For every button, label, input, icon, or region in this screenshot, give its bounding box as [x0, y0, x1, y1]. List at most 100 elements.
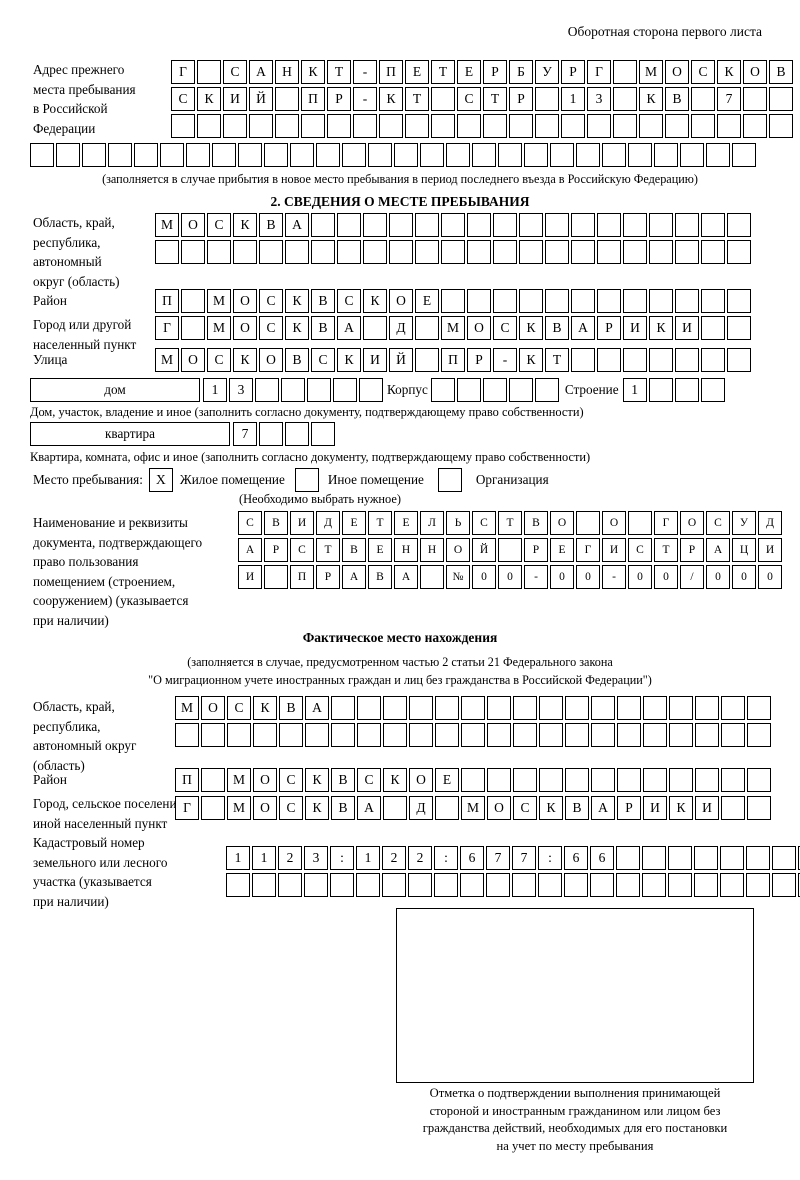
char-cell[interactable] — [727, 289, 751, 313]
char-cell[interactable]: А — [571, 316, 595, 340]
char-cell[interactable]: Р — [524, 538, 548, 562]
char-cell[interactable] — [356, 873, 380, 897]
char-cell[interactable] — [337, 213, 361, 237]
char-cell[interactable]: К — [669, 796, 693, 820]
char-cell[interactable]: К — [539, 796, 563, 820]
char-cell[interactable]: О — [665, 60, 689, 84]
char-cell[interactable] — [571, 240, 595, 264]
char-cell[interactable]: К — [519, 316, 543, 340]
char-cell[interactable] — [623, 240, 647, 264]
char-cell[interactable]: Т — [431, 60, 455, 84]
char-cell[interactable] — [181, 240, 205, 264]
char-cell[interactable]: О — [467, 316, 491, 340]
char-cell[interactable] — [461, 696, 485, 720]
char-cell[interactable]: С — [311, 348, 335, 372]
prev-address-row-3[interactable] — [171, 114, 793, 138]
char-cell[interactable] — [56, 143, 80, 167]
char-cell[interactable]: А — [238, 538, 262, 562]
char-cell[interactable]: В — [342, 538, 366, 562]
char-cell[interactable] — [695, 768, 719, 792]
char-cell[interactable] — [160, 143, 184, 167]
char-cell[interactable] — [498, 143, 522, 167]
char-cell[interactable] — [363, 213, 387, 237]
char-cell[interactable]: О — [201, 696, 225, 720]
char-cell[interactable] — [720, 846, 744, 870]
flat-cells[interactable]: 7 — [233, 422, 335, 446]
char-cell[interactable]: В — [565, 796, 589, 820]
char-cell[interactable] — [252, 873, 276, 897]
char-cell[interactable]: К — [285, 289, 309, 313]
char-cell[interactable]: В — [524, 511, 548, 535]
char-cell[interactable] — [545, 289, 569, 313]
char-cell[interactable] — [587, 114, 611, 138]
char-cell[interactable] — [747, 768, 771, 792]
char-cell[interactable]: 7 — [233, 422, 257, 446]
stamp-box[interactable] — [396, 908, 754, 1083]
char-cell[interactable] — [669, 696, 693, 720]
char-cell[interactable] — [538, 873, 562, 897]
char-cell[interactable]: В — [285, 348, 309, 372]
char-cell[interactable] — [435, 723, 459, 747]
char-cell[interactable]: Ц — [732, 538, 756, 562]
char-cell[interactable]: Д — [316, 511, 340, 535]
char-cell[interactable]: Т — [483, 87, 507, 111]
char-cell[interactable] — [460, 873, 484, 897]
char-cell[interactable] — [628, 143, 652, 167]
char-cell[interactable] — [482, 378, 507, 402]
char-cell[interactable]: Г — [155, 316, 179, 340]
char-cell[interactable] — [591, 768, 615, 792]
char-cell[interactable] — [487, 696, 511, 720]
char-cell[interactable]: П — [290, 565, 314, 589]
char-cell[interactable] — [550, 143, 574, 167]
char-cell[interactable]: О — [550, 511, 574, 535]
char-cell[interactable]: 1 — [622, 378, 647, 402]
char-cell[interactable]: Г — [171, 60, 195, 84]
char-cell[interactable] — [226, 873, 250, 897]
char-cell[interactable]: К — [383, 768, 407, 792]
char-cell[interactable]: О — [487, 796, 511, 820]
char-cell[interactable] — [772, 846, 796, 870]
char-cell[interactable]: К — [301, 60, 325, 84]
char-cell[interactable] — [279, 723, 303, 747]
char-cell[interactable]: 6 — [564, 846, 588, 870]
char-cell[interactable] — [617, 696, 641, 720]
char-cell[interactable] — [746, 873, 770, 897]
char-cell[interactable]: 1 — [356, 846, 380, 870]
char-cell[interactable]: А — [337, 316, 361, 340]
char-cell[interactable] — [597, 213, 621, 237]
char-cell[interactable]: И — [758, 538, 782, 562]
char-cell[interactable]: С — [259, 289, 283, 313]
char-cell[interactable]: А — [357, 796, 381, 820]
document-row-3[interactable]: И П Р А В А № 0 0-0 0-0 0/0 0 0 — [238, 565, 782, 589]
char-cell[interactable] — [509, 114, 533, 138]
char-cell[interactable] — [701, 348, 725, 372]
char-cell[interactable]: Й — [249, 87, 273, 111]
char-cell[interactable] — [571, 348, 595, 372]
char-cell[interactable] — [357, 723, 381, 747]
char-cell[interactable]: В — [368, 565, 392, 589]
char-cell[interactable]: Б — [509, 60, 533, 84]
char-cell[interactable] — [435, 696, 459, 720]
char-cell[interactable] — [642, 873, 666, 897]
char-cell[interactable]: Д — [389, 316, 413, 340]
char-cell[interactable] — [695, 696, 719, 720]
char-cell[interactable] — [654, 143, 678, 167]
char-cell[interactable] — [498, 538, 522, 562]
char-cell[interactable] — [264, 565, 288, 589]
char-cell[interactable] — [307, 378, 331, 402]
char-cell[interactable]: О — [181, 348, 205, 372]
char-cell[interactable] — [415, 240, 439, 264]
char-cell[interactable] — [513, 696, 537, 720]
char-cell[interactable]: Р — [680, 538, 704, 562]
char-cell[interactable] — [591, 696, 615, 720]
char-cell[interactable] — [727, 348, 751, 372]
char-cell[interactable]: О — [181, 213, 205, 237]
char-cell[interactable]: Т — [654, 538, 678, 562]
char-cell[interactable]: О — [680, 511, 704, 535]
char-cell[interactable]: С — [223, 60, 247, 84]
char-cell[interactable] — [534, 378, 559, 402]
char-cell[interactable] — [275, 114, 299, 138]
char-cell[interactable]: К — [519, 348, 543, 372]
